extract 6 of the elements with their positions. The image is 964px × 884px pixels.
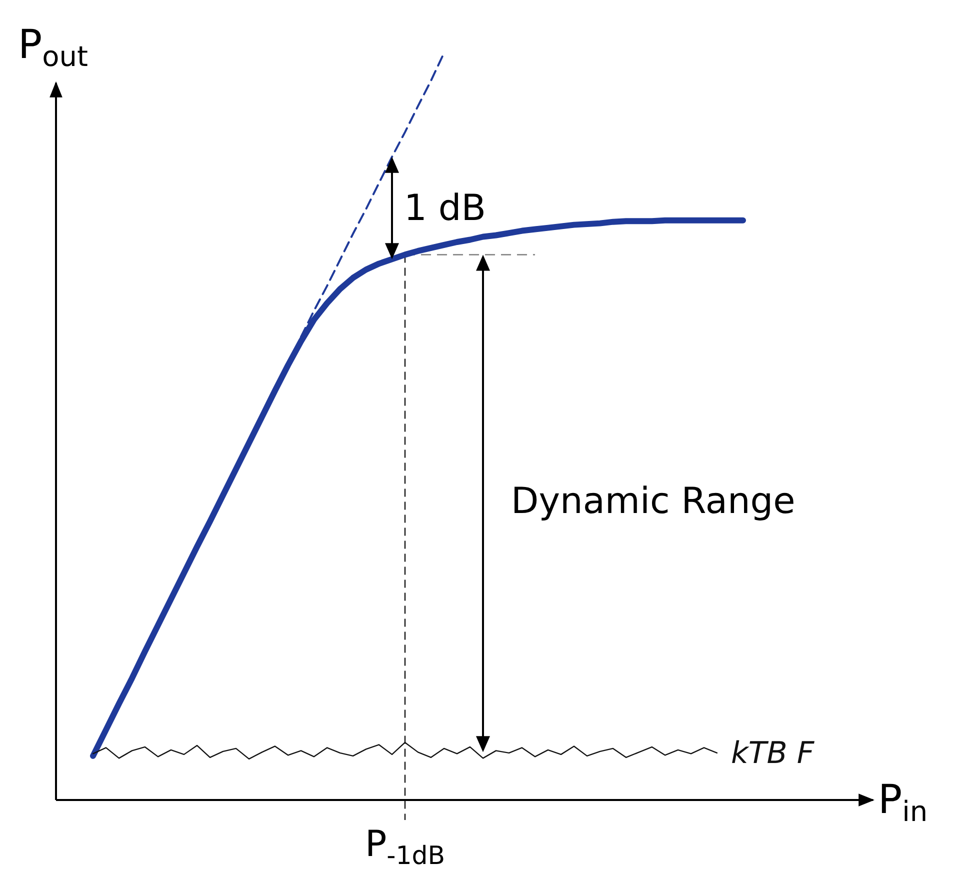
annotation: 1 dB: [404, 188, 486, 230]
x-axis-title: P$_{in}$: [878, 777, 928, 828]
text: P$_{-1dB}$: [364, 824, 446, 870]
y-axis-title: P$_{out}$: [18, 22, 88, 74]
series-label: kTB F: [731, 736, 815, 771]
annotation: Dynamic Range: [511, 481, 796, 522]
